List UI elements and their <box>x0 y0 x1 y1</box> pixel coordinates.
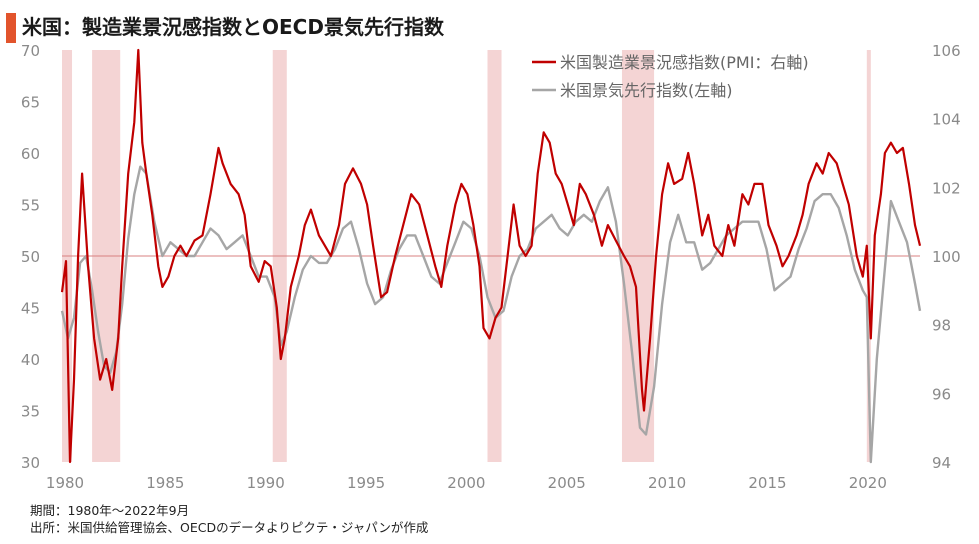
chart-title: 米国：製造業景況感指数とOECD景気先行指数 <box>22 15 444 39</box>
x-tick-label: 1995 <box>347 474 385 492</box>
right-tick-label: 104 <box>932 111 961 129</box>
x-tick-label: 2020 <box>849 474 887 492</box>
right-tick-label: 98 <box>932 317 951 335</box>
right-axis-ticks: 94 96 98 100 102 104 106 <box>932 42 961 472</box>
x-tick-label: 2010 <box>648 474 686 492</box>
left-axis-ticks: 30 35 40 45 50 55 60 65 70 <box>21 42 40 472</box>
right-tick-label: 106 <box>932 42 961 60</box>
right-tick-label: 100 <box>932 248 961 266</box>
x-tick-label: 2005 <box>548 474 586 492</box>
left-tick-label: 65 <box>21 94 40 112</box>
left-tick-label: 35 <box>21 403 40 421</box>
pmi-series-line <box>60 48 922 464</box>
right-tick-label: 94 <box>932 454 951 472</box>
source-note: 出所：米国供給管理協会、OECDのデータよりピクテ・ジャパンが作成 <box>30 520 429 535</box>
chart-svg: 30 35 40 45 50 55 60 65 70 94 96 98 100 102 104 106 19… <box>21 42 961 492</box>
right-tick-label: 96 <box>932 385 951 403</box>
left-tick-label: 30 <box>21 454 40 472</box>
x-tick-label: 2015 <box>748 474 786 492</box>
left-tick-label: 70 <box>21 42 40 60</box>
legend: 米国製造業景況感指数(PMI：右軸) 米国景気先行指数(左軸) <box>532 53 809 100</box>
legend-label: 米国景気先行指数(左軸) <box>560 81 733 100</box>
left-tick-label: 45 <box>21 300 40 318</box>
x-tick-label: 1990 <box>247 474 285 492</box>
x-tick-label: 2000 <box>447 474 485 492</box>
series-layer <box>60 48 922 464</box>
x-tick-label: 1985 <box>146 474 184 492</box>
left-tick-label: 60 <box>21 145 40 163</box>
left-tick-label: 55 <box>21 197 40 215</box>
left-tick-label: 40 <box>21 351 40 369</box>
title-accent-bar <box>6 13 16 43</box>
right-tick-label: 102 <box>932 179 961 197</box>
legend-label: 米国製造業景況感指数(PMI：右軸) <box>560 53 809 72</box>
period-note: 期間：1980年～2022年9月 <box>30 503 190 518</box>
x-tick-label: 1980 <box>46 474 84 492</box>
x-axis-ticks: 1980 1985 1990 1995 2000 2005 2010 2015 2020 <box>46 474 887 492</box>
footnotes: 期間：1980年～2022年9月 出所：米国供給管理協会、OECDのデータよりピ… <box>30 502 428 536</box>
left-tick-label: 50 <box>21 248 40 266</box>
